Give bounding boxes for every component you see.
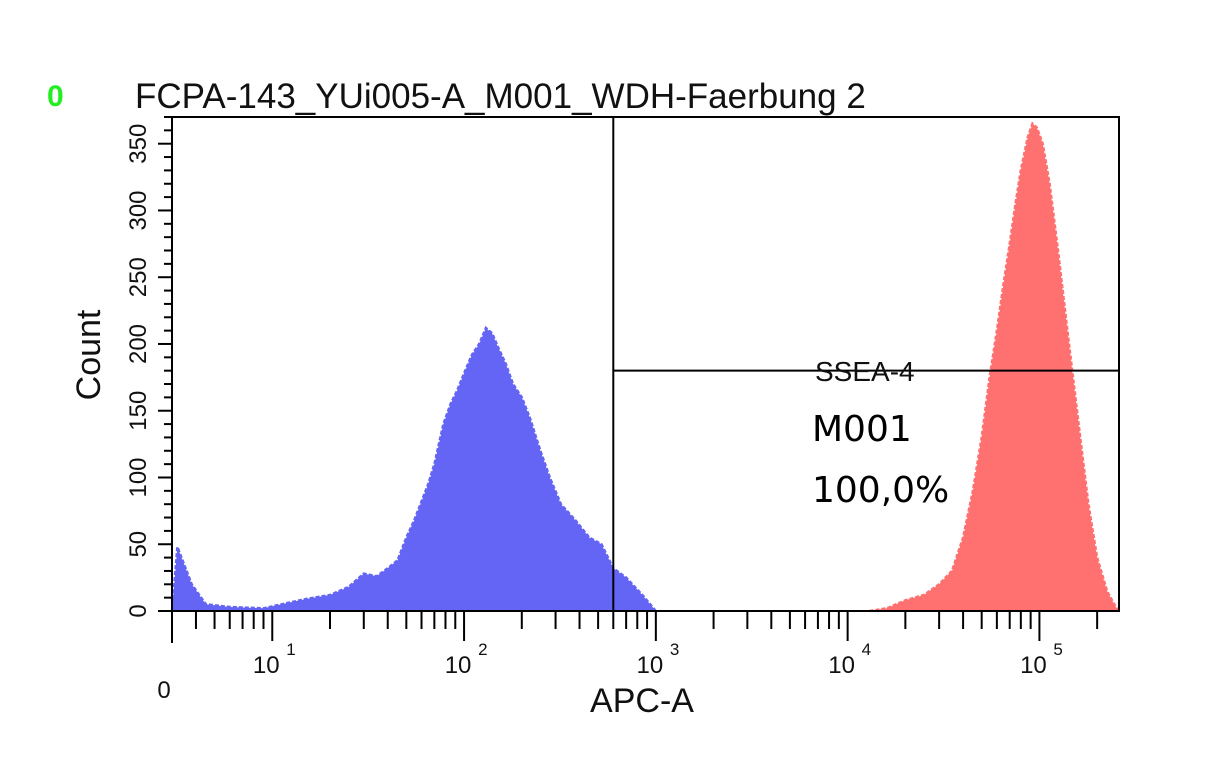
x-tick-label: 10 [828,652,855,679]
series-outline-1 [869,121,1120,613]
x-tick-exponent: 5 [1053,640,1062,659]
x-axis-label: APC-A [590,682,694,720]
x-tick-label: 10 [445,652,472,679]
x-tick-exponent: 1 [286,640,295,659]
x-tick-label: 10 [636,652,663,679]
x-tick-label: 10 [253,652,280,679]
marker-layer [612,117,1119,611]
y-tick-label: 200 [125,324,152,364]
chart-title: FCPA-143_YUi005-A_M001_WDH-Faerbung 2 [135,77,866,116]
x-tick-exponent: 2 [478,640,487,659]
y-tick-label: 100 [125,457,152,497]
series-layer [170,121,1120,613]
y-tick-label: 50 [125,531,152,558]
plot-index: 0 [47,80,64,113]
gate-label: M001 [812,409,912,450]
plot-frame [171,116,1120,612]
y-tick-label: 250 [125,257,152,297]
y-tick-label: 300 [125,190,152,230]
gate-percent: 100,0% [812,470,949,511]
x-tick-label: 10 [1020,652,1047,679]
y-axis-label: Count [70,309,108,400]
series-area-0 [172,328,656,611]
y-tick-label: 350 [125,124,152,164]
y-tick-label: 150 [125,391,152,431]
x-tick-exponent: 4 [862,640,871,659]
y-tick-label: 0 [125,604,152,617]
series-outline-0 [170,325,657,612]
x-tick-label: 0 [157,677,170,704]
marker-name: SSEA-4 [815,356,915,387]
y-axis: 0 50 100 150 200 250 300 350 [125,116,172,618]
x-axis: 0 10 1 10 2 10 3 10 4 10 5 [157,611,1099,704]
x-tick-exponent: 3 [670,640,679,659]
